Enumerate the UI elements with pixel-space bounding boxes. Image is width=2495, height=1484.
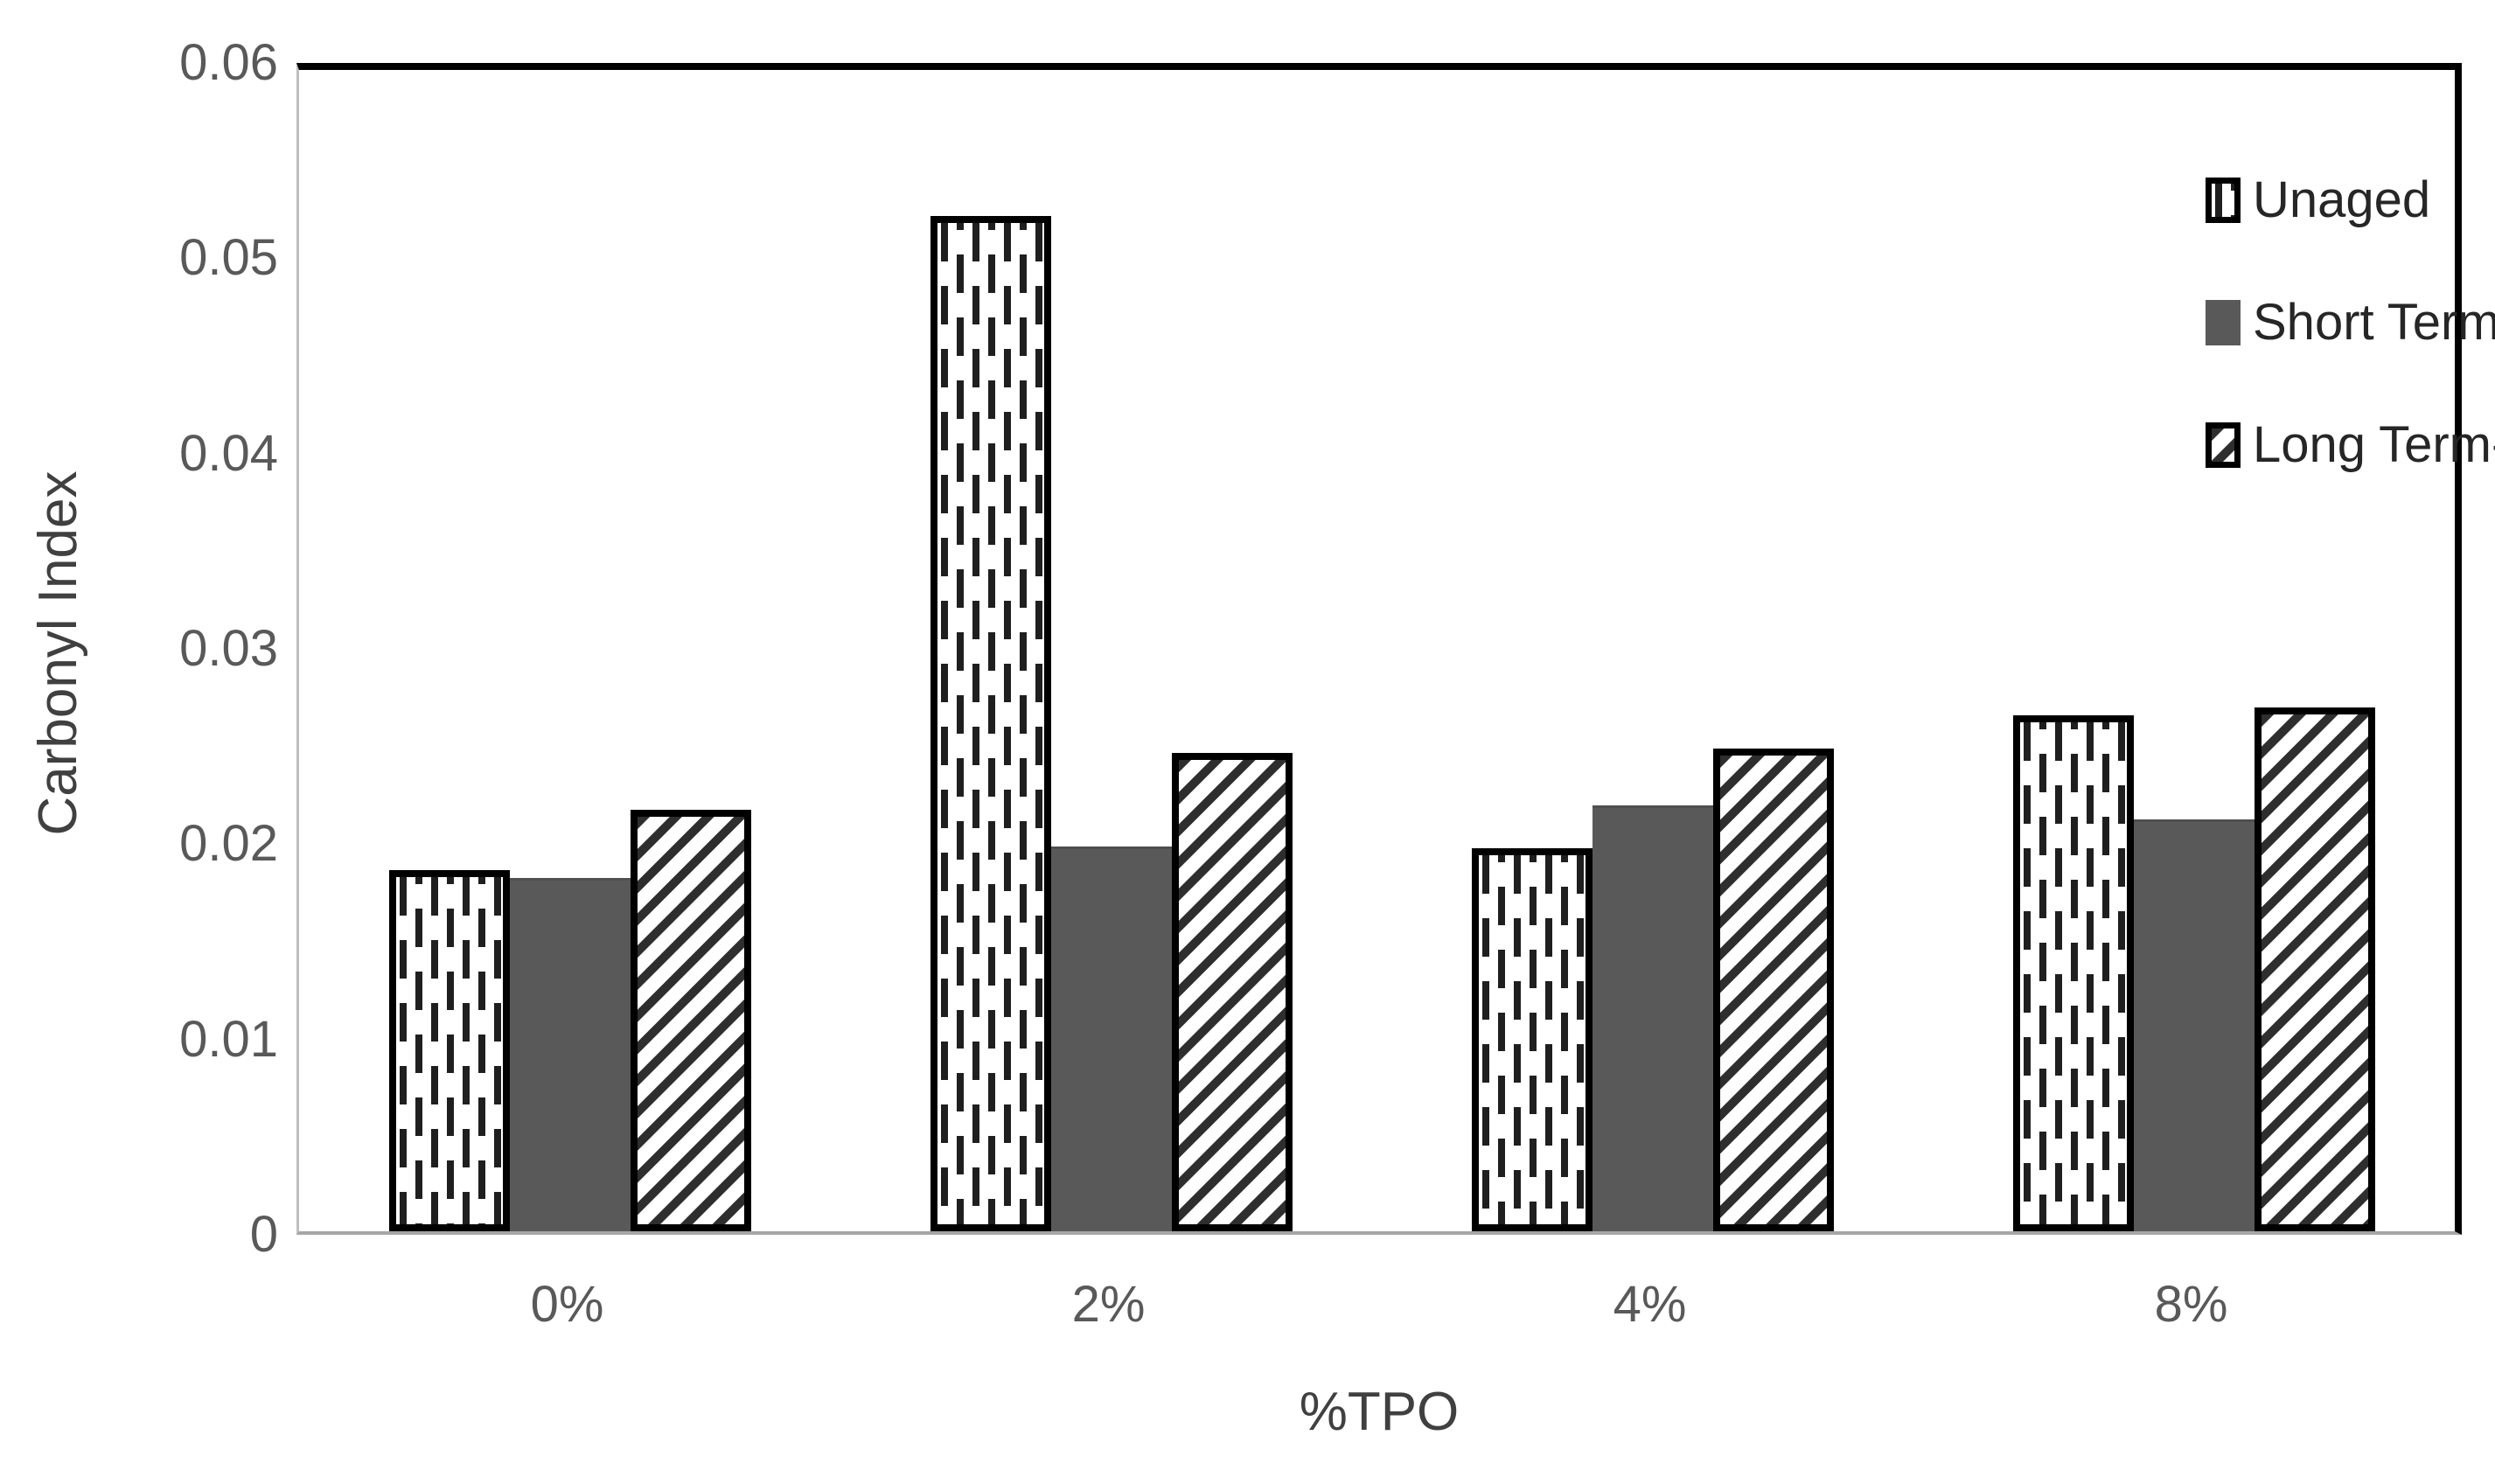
- legend-label: Long Term-Aged: [2253, 416, 2495, 473]
- bar-pattern: [1720, 756, 1827, 1224]
- bar-4pct-unaged: [1472, 848, 1592, 1231]
- bar-pattern: [396, 877, 503, 1224]
- bars-layer: [299, 70, 2455, 1231]
- bar-pattern: [1479, 855, 1586, 1224]
- x-tick-label: 2%: [1071, 1276, 1146, 1333]
- bar-2pct-short-term-aged: [1051, 847, 1172, 1231]
- bar-8pct-short-term-aged: [2134, 819, 2255, 1231]
- bar-0pct-long-term-aged: [631, 810, 751, 1231]
- legend-label: Unaged: [2253, 171, 2431, 228]
- y-tick-label: 0.03: [179, 620, 278, 677]
- x-tick-label: 0%: [530, 1276, 604, 1333]
- bar-8pct-unaged: [2013, 715, 2134, 1231]
- y-tick-label: 0.05: [179, 229, 278, 287]
- legend-item-long-term-aged: Long Term-Aged: [2206, 418, 2495, 472]
- legend-swatch-pattern: [2212, 184, 2234, 217]
- y-tick-label: 0.02: [179, 815, 278, 873]
- bar-pattern: [2262, 714, 2368, 1224]
- bar-pattern: [2020, 722, 2127, 1224]
- y-tick-label: 0.06: [179, 34, 278, 91]
- legend-swatch-pattern: [2212, 428, 2234, 462]
- y-tick-label: 0.01: [179, 1010, 278, 1068]
- y-tick-label: 0.04: [179, 424, 278, 482]
- bar-8pct-long-term-aged: [2255, 707, 2375, 1231]
- legend-label: Short Term-Aged: [2253, 294, 2495, 351]
- bar-2pct-unaged: [930, 216, 1051, 1231]
- bar-pattern: [638, 817, 744, 1224]
- legend-swatch-icon: [2206, 178, 2241, 223]
- x-axis-title: %TPO: [1299, 1382, 1460, 1442]
- legend: Unaged Short Term-Aged Long Term-Aged: [2206, 173, 2495, 540]
- bar-2pct-long-term-aged: [1172, 753, 1293, 1231]
- bar-4pct-short-term-aged: [1592, 805, 1713, 1231]
- plot-area: Unaged Short Term-Aged Long Term-Aged: [296, 63, 2495, 1235]
- x-tick-label: 8%: [2154, 1276, 2228, 1333]
- x-tick-label: 4%: [1613, 1276, 1687, 1333]
- bar-pattern: [937, 223, 1044, 1224]
- legend-swatch-icon: [2206, 422, 2241, 468]
- y-tick-label: 0: [249, 1206, 278, 1263]
- bar-0pct-short-term-aged: [510, 878, 631, 1231]
- bar-pattern: [1179, 760, 1286, 1224]
- bar-4pct-long-term-aged: [1713, 749, 1834, 1231]
- legend-item-unaged: Unaged: [2206, 173, 2495, 227]
- legend-swatch-icon: [2206, 300, 2241, 345]
- legend-item-short-term-aged: Short Term-Aged: [2206, 296, 2495, 350]
- bar-0pct-unaged: [389, 870, 510, 1231]
